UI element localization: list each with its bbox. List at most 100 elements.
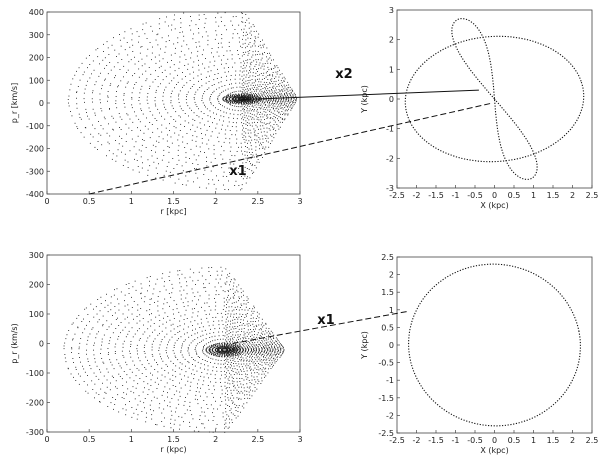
sos-bottom-point: [169, 280, 171, 281]
sos-bottom-point: [174, 371, 176, 372]
sos-top-point: [193, 77, 195, 79]
sos-bottom-point: [106, 368, 108, 370]
sos-bottom-point: [108, 343, 110, 344]
sos-bottom-point: [179, 362, 181, 364]
sos-top-point: [259, 74, 260, 76]
sos-bottom-point: [150, 319, 152, 321]
sos-bottom-point: [118, 373, 120, 375]
sos-bottom-point: [255, 348, 257, 350]
sos-bottom-point: [77, 327, 79, 329]
sos-top-point: [117, 149, 119, 151]
sos-bottom-point: [166, 302, 168, 304]
sos-bottom-point: [237, 411, 239, 412]
sos-bottom-point: [232, 331, 234, 333]
sos-bottom-point: [130, 341, 132, 342]
sos-top-island-point: [246, 100, 248, 102]
sos-top-point: [266, 56, 267, 58]
sos-top-point: [241, 87, 243, 89]
sos-bottom-point: [224, 427, 225, 429]
sos-bottom-point: [137, 304, 139, 306]
sos-bottom-point: [241, 366, 243, 368]
sos-top-point: [249, 112, 251, 114]
sos-bottom-point: [147, 394, 149, 395]
sos-bottom-point: [218, 331, 220, 333]
sos-top-point: [83, 92, 85, 94]
sos-top-point: [114, 49, 116, 51]
sos-top-point: [138, 100, 140, 101]
sos-bottom-point: [279, 356, 281, 358]
sos-bottom-point: [240, 319, 242, 321]
sos-bottom-point: [91, 380, 93, 382]
sos-bottom-point: [268, 360, 270, 361]
sos-bottom-point: [241, 386, 242, 388]
sos-top-point: [166, 16, 167, 18]
sos-top-point: [220, 76, 222, 78]
label-x1-top: x1: [229, 164, 246, 179]
sos-bottom-point: [255, 321, 256, 322]
sos-bottom-point: [107, 348, 109, 349]
sos-top-point: [245, 60, 247, 61]
sos-top-point: [181, 78, 183, 80]
sos-top-point: [169, 130, 170, 131]
sos-bottom-point: [253, 310, 255, 312]
sos-bottom-point: [242, 314, 244, 315]
sos-top-island-point: [241, 96, 243, 98]
sos-bottom-point: [210, 341, 211, 343]
sos-top-point: [190, 148, 192, 150]
sos-bottom-point: [182, 302, 184, 304]
sos-bottom-point: [266, 362, 268, 363]
sos-top-point: [275, 80, 277, 82]
sos-bottom-point: [191, 357, 193, 358]
sos-bottom-point: [169, 388, 171, 390]
sos-bottom-point: [107, 354, 109, 355]
sos-bottom-point: [117, 298, 118, 300]
sos-top-point: [248, 82, 250, 84]
sos-bottom-point: [251, 383, 253, 385]
orbit-bottom-ytick-label-8: 1.5: [381, 288, 394, 297]
sos-bottom-point: [270, 357, 272, 359]
sos-bottom-point: [272, 348, 274, 350]
orbit-top-xtick-label-3: -1: [452, 191, 460, 200]
sos-top-point: [136, 160, 138, 161]
sos-top-point: [186, 96, 187, 98]
sos-bottom-point: [121, 397, 123, 398]
sos-bottom-point: [98, 378, 100, 380]
sos-top-point: [246, 110, 248, 112]
sos-top-point: [171, 105, 173, 107]
orbit-top-xtick-label-7: 1: [531, 191, 536, 200]
sos-bottom-point: [245, 349, 246, 351]
sos-top-point: [272, 118, 274, 120]
orbit-top-ytick-label-5: 2: [389, 36, 394, 45]
sos-bottom-point: [184, 323, 185, 325]
sos-bottom-point: [205, 290, 207, 292]
sos-bottom-point: [161, 421, 163, 422]
sos-top-point: [260, 81, 262, 83]
sos-bottom-point: [214, 286, 216, 288]
sos-top-point: [223, 116, 225, 118]
sos-bottom-point: [193, 374, 195, 375]
sos-top-point: [286, 110, 288, 112]
sos-bottom-point: [240, 303, 242, 305]
sos-top-point: [224, 25, 226, 27]
sos-top-point: [158, 23, 160, 25]
sos-bottom-point: [190, 342, 192, 344]
sos-top-point: [263, 107, 265, 108]
sos-bottom-point: [129, 377, 131, 379]
sos-bottom-point: [118, 336, 120, 337]
sos-top-point: [278, 76, 280, 78]
sos-top-point: [282, 114, 283, 115]
sos-top-point: [111, 115, 113, 117]
sos-bottom-point: [124, 326, 126, 328]
orbit-bottom-frame: [396, 256, 593, 434]
sos-bottom-island-point: [237, 354, 239, 356]
sos-top-point: [155, 151, 156, 153]
sos-bottom-point: [275, 340, 277, 342]
sos-bottom-point: [246, 296, 248, 298]
sos-bottom-point: [217, 408, 218, 410]
sos-bottom-point: [233, 297, 235, 299]
sos-bottom-point: [247, 325, 249, 327]
sos-bottom-point: [271, 352, 273, 354]
sos-top-point: [201, 79, 202, 80]
sos-bottom-point: [244, 390, 246, 392]
sos-top-point: [110, 69, 112, 71]
